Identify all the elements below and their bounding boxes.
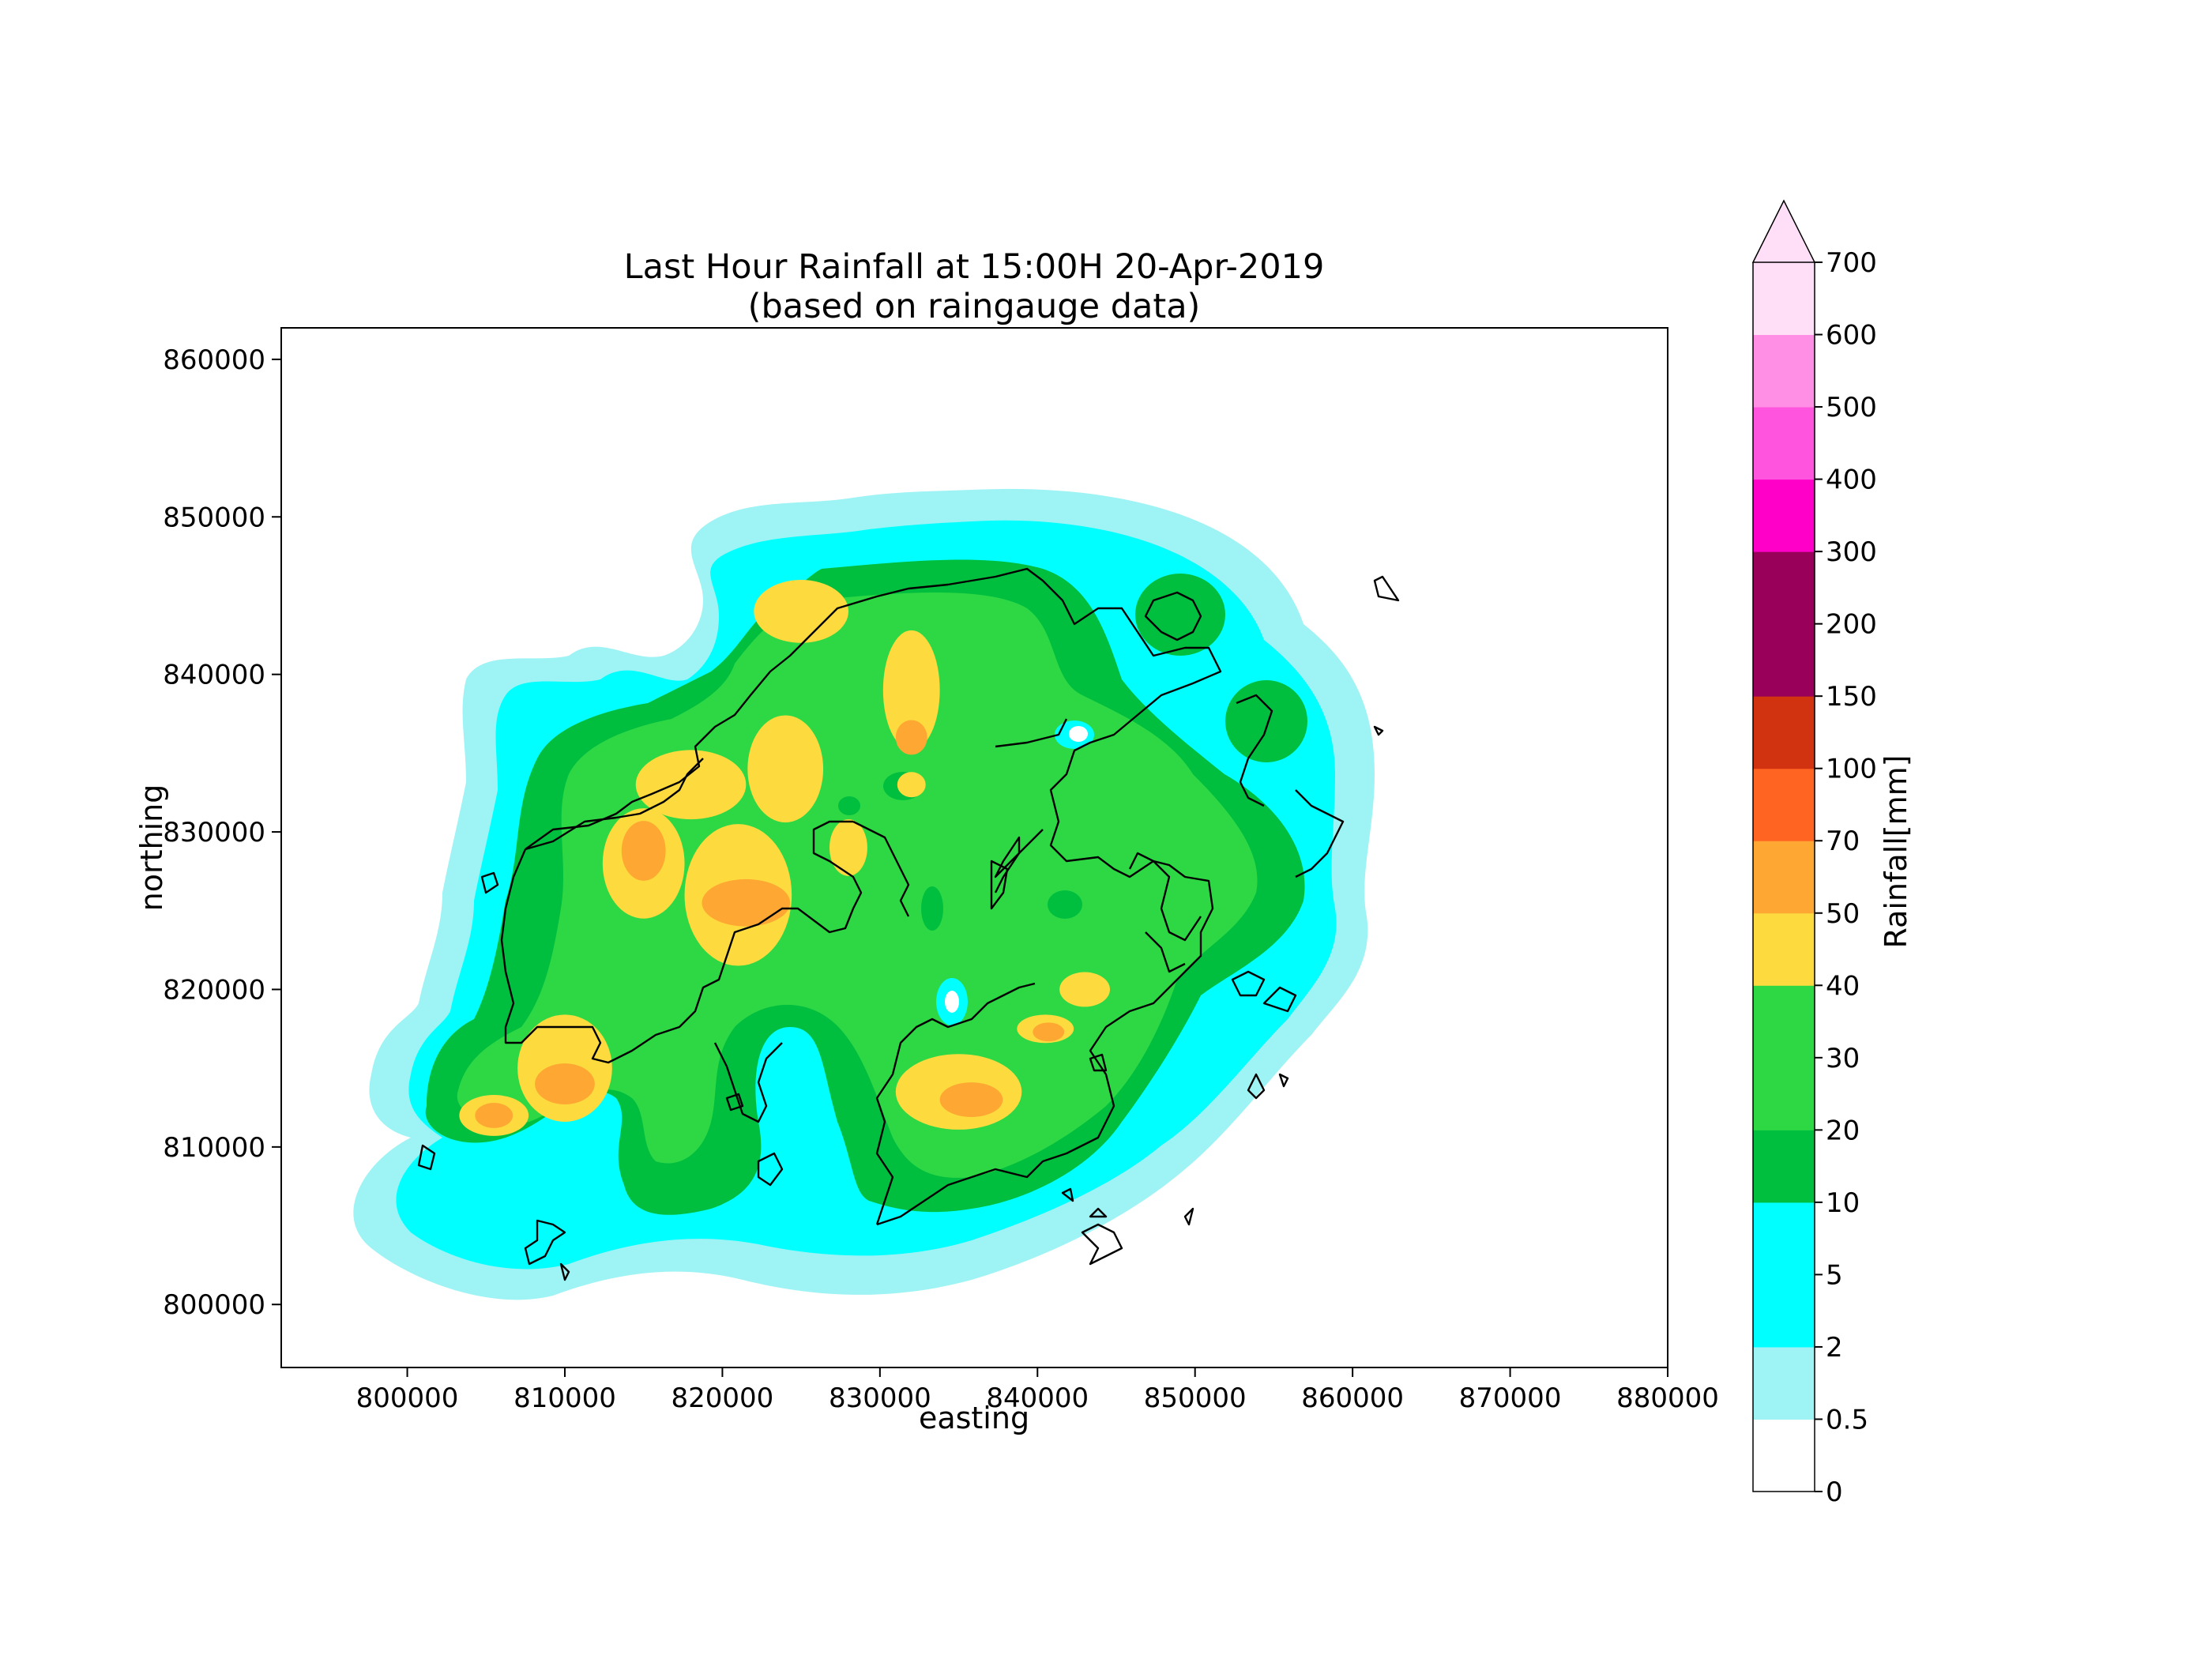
rainfall-calm-zone — [945, 991, 959, 1013]
rainfall-area-50-70 — [535, 1063, 595, 1105]
x-tick-label: 800000 — [356, 1382, 459, 1414]
y-tick-label: 860000 — [163, 344, 265, 376]
x-tick-label: 820000 — [672, 1382, 774, 1414]
rainfall-pocket-10-20 — [1048, 890, 1082, 919]
colorbar-segment — [1753, 1202, 1815, 1275]
colorbar-tick-label: 5 — [1826, 1259, 1843, 1291]
rainfall-patch — [1225, 680, 1307, 762]
rainfall-area-50-70 — [702, 878, 791, 927]
rainfall-area-50-70 — [621, 821, 666, 881]
colorbar-segment — [1753, 334, 1815, 408]
colorbar-tick-label: 2 — [1826, 1332, 1843, 1364]
rainfall-calm-zone — [1069, 726, 1088, 742]
x-tick-label: 810000 — [514, 1382, 616, 1414]
rainfall-pocket-10-20 — [921, 886, 943, 931]
rainfall-area-40-50 — [897, 772, 926, 798]
x-axis-label: easting — [919, 1401, 1029, 1435]
plot-area — [353, 488, 1400, 1300]
x-tick-label: 870000 — [1459, 1382, 1562, 1414]
x-tick-label: 850000 — [1144, 1382, 1247, 1414]
rainfall-area-50-70 — [895, 720, 927, 755]
colorbar-segment — [1753, 696, 1815, 769]
colorbar-tick-label: 300 — [1826, 536, 1877, 568]
colorbar-tick-label: 30 — [1826, 1043, 1860, 1074]
colorbar-segment — [1753, 1057, 1815, 1130]
rainfall-area-50-70 — [475, 1103, 514, 1128]
colorbar-segment — [1753, 1274, 1815, 1348]
colorbar-segment — [1753, 1419, 1815, 1492]
y-tick-label: 840000 — [163, 660, 265, 691]
colorbar-outline — [1752, 262, 1815, 1492]
rainfall-area-40-50 — [747, 715, 824, 823]
colorbar-label: Rainfall[mm] — [1879, 755, 1913, 949]
colorbar-tick-label: 100 — [1826, 754, 1877, 785]
colorbar-segment — [1753, 262, 1815, 336]
rainfall-area-40-50 — [830, 819, 867, 876]
rainfall-area-40-50 — [882, 630, 940, 750]
colorbar-tick-label: 0.5 — [1826, 1404, 1868, 1435]
colorbar-tick-label: 0 — [1826, 1477, 1843, 1508]
colorbar-tick-label: 70 — [1826, 826, 1860, 857]
colorbar-segment — [1753, 479, 1815, 552]
colorbar-tick-label: 50 — [1826, 898, 1860, 930]
colorbar-segment — [1753, 985, 1815, 1059]
colorbar-segment — [1753, 623, 1815, 697]
colorbar: 0 0.5 2 5 10 20 30 40 50 70 100 150 200 300 400 500 600 7… — [1751, 199, 1877, 1508]
colorbar-segment — [1753, 768, 1815, 841]
colorbar-tick-label: 500 — [1826, 392, 1877, 423]
colorbar-segment — [1753, 841, 1815, 914]
colorbar-segment — [1753, 1346, 1815, 1420]
x-axis: 800000 810000 820000 830000 840000 850000 8600… — [356, 1367, 1719, 1414]
rainfall-area-40-50 — [635, 750, 747, 820]
x-tick-label: 830000 — [829, 1382, 931, 1414]
rainfall-patch — [1135, 574, 1225, 656]
y-tick-label: 830000 — [163, 817, 265, 848]
rainfall-high-areas — [459, 580, 1111, 1136]
colorbar-tick-label: 400 — [1826, 465, 1877, 496]
rainfall-pocket-10-20 — [838, 796, 860, 815]
colorbar-tick-label: 700 — [1826, 247, 1877, 279]
chart-title: Last Hour Rainfall at 15:00H 20-Apr-2019 — [624, 247, 1325, 287]
x-tick-label: 880000 — [1616, 1382, 1719, 1414]
colorbar-segment — [1753, 407, 1815, 480]
colorbar-segment — [1753, 1130, 1815, 1203]
rainfall-area-50-70 — [939, 1082, 1003, 1117]
colorbar-extend-arrow — [1751, 199, 1816, 263]
y-tick-label: 850000 — [163, 502, 265, 533]
colorbar-segment — [1753, 912, 1815, 986]
colorbar-tick-label: 600 — [1826, 320, 1877, 352]
rainfall-area-40-50 — [754, 580, 848, 643]
colorbar-tick-label: 150 — [1826, 681, 1877, 713]
colorbar-segment — [1753, 551, 1815, 625]
y-tick-label: 800000 — [163, 1289, 265, 1321]
rainfall-area-50-70 — [1033, 1022, 1065, 1042]
colorbar-tick-label: 40 — [1826, 970, 1860, 1002]
y-tick-label: 820000 — [163, 974, 265, 1006]
x-tick-label: 840000 — [986, 1382, 1089, 1414]
plot-frame — [280, 327, 1668, 1368]
coastline — [417, 567, 1400, 1281]
colorbar-tick-label: 10 — [1826, 1187, 1860, 1219]
rainfall-area-40-50 — [1059, 972, 1111, 1007]
y-axis-label: northing — [134, 784, 169, 912]
colorbar-tick-label: 200 — [1826, 609, 1877, 641]
x-tick-label: 860000 — [1301, 1382, 1404, 1414]
y-tick-label: 810000 — [163, 1132, 265, 1164]
chart-subtitle: (based on raingauge data) — [748, 287, 1201, 326]
y-axis: 800000 810000 820000 830000 840000 850000 8600… — [163, 344, 281, 1321]
colorbar-tick-label: 20 — [1826, 1115, 1860, 1146]
